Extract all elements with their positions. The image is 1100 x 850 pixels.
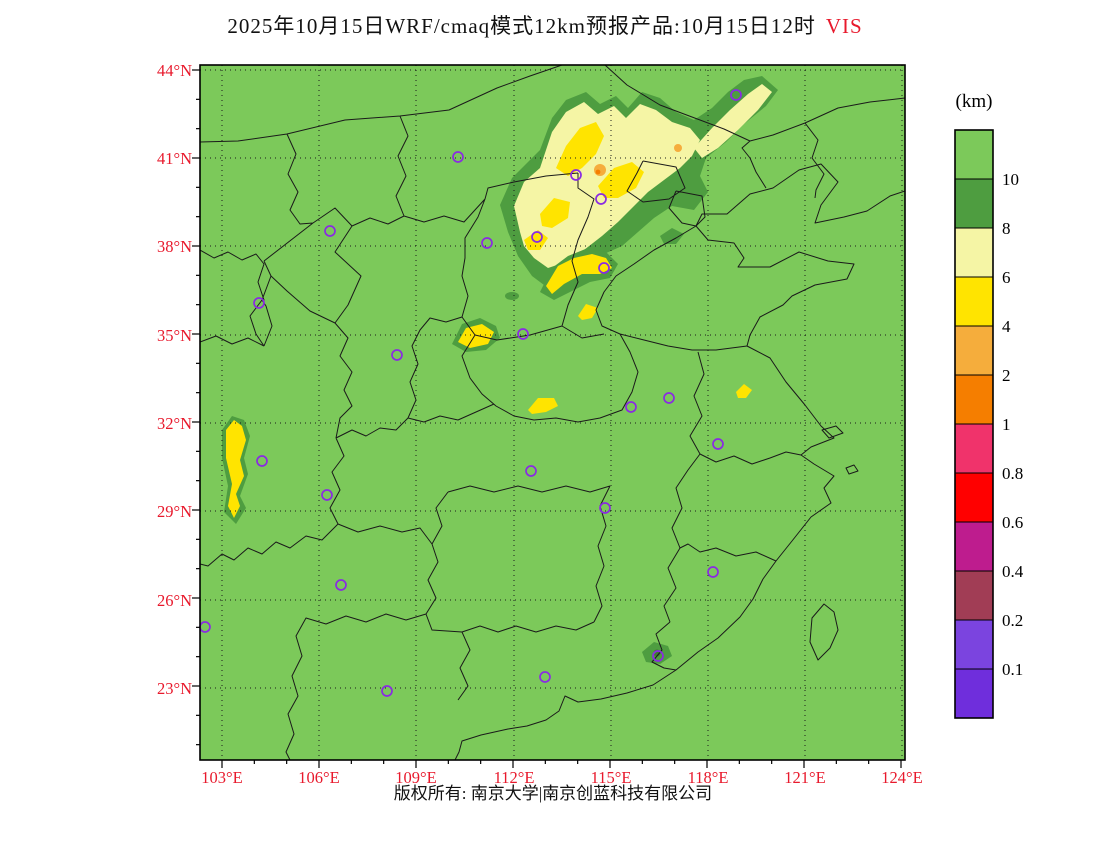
copyright-footer: 版权所有: 南京大学|南京创蓝科技有限公司	[394, 784, 712, 803]
low-vis-patch-green	[505, 292, 519, 300]
colorbar-segment	[954, 521, 994, 572]
colorbar-tick-label: 1	[1002, 415, 1011, 434]
city-marker	[712, 438, 724, 450]
lat-tick-label: 44°N	[157, 61, 192, 80]
lat-tick-label: 29°N	[157, 502, 192, 521]
city-marker	[525, 465, 537, 477]
low-vis-patch-yellow	[528, 398, 558, 414]
city-marker	[539, 671, 551, 683]
lon-tick-label: 109°E	[395, 768, 436, 787]
islands	[809, 425, 859, 661]
city-marker	[599, 502, 611, 514]
city-marker	[595, 193, 607, 205]
colorbar-tick-label: 0.8	[1002, 464, 1023, 483]
title-variable: VIS	[826, 14, 863, 38]
lat-tick-label: 23°N	[157, 679, 192, 698]
colorbar-tick-label: 0.1	[1002, 660, 1023, 679]
low-vis-patch-paleyellow-ne	[694, 84, 772, 158]
low-vis-patch-yellow	[578, 304, 598, 320]
colorbar-segment	[954, 227, 994, 278]
coastline	[454, 163, 905, 760]
page-title: 2025年10月15日WRF/cmaq模式12km预报产品:10月15日12时 V…	[227, 14, 862, 38]
city-marker	[625, 401, 637, 413]
boundaries	[200, 65, 905, 760]
colorbar-tick-label: 0.4	[1002, 562, 1024, 581]
city-marker	[321, 489, 333, 501]
city-marker	[253, 297, 265, 309]
low-vis-patch-yellow	[736, 384, 752, 398]
colorbar-tick-label: 4	[1002, 317, 1011, 336]
city-marker	[730, 89, 742, 101]
lat-tick-label: 41°N	[157, 149, 192, 168]
colorbar-segment	[954, 129, 994, 180]
city-marker	[481, 237, 493, 249]
lat-tick-label: 32°N	[157, 414, 192, 433]
colorbar-frame	[954, 129, 994, 719]
colorbar-segment	[954, 570, 994, 621]
colorbar-segment	[954, 178, 994, 229]
lon-tick-label: 106°E	[298, 768, 339, 787]
city-marker	[452, 151, 464, 163]
city-marker	[570, 169, 582, 181]
colorbar-tick-label: 10	[1002, 170, 1019, 189]
lon-tick-label: 118°E	[688, 768, 729, 787]
lat-tick-label: 26°N	[157, 591, 192, 610]
city-marker	[531, 231, 543, 243]
map-frame	[199, 64, 906, 761]
lon-tick-label: 103°E	[201, 768, 242, 787]
colorbar-tick-label: 2	[1002, 366, 1011, 385]
low-vis-patch-yellow	[458, 324, 494, 348]
title-main: 2025年10月15日WRF/cmaq模式12km预报产品:10月15日12时	[227, 14, 816, 38]
city-marker	[256, 455, 268, 467]
city-marker	[335, 579, 347, 591]
colorbar-unit-label: (km)	[956, 91, 993, 112]
colorbar-segment	[954, 276, 994, 327]
city-marker	[381, 685, 393, 697]
colorbar-tick-label: 0.2	[1002, 611, 1023, 630]
low-vis-patch-amber	[674, 144, 682, 152]
low-vis-patch-yellow-streak	[546, 254, 612, 294]
colorbar-tick-label: 0.6	[1002, 513, 1023, 532]
colorbar-legend: 10 8 6 4 2 1 0.8 0.6 0.4 0.2 0.1	[954, 129, 1024, 719]
colorbar-segment	[954, 619, 994, 670]
low-vis-patch-amber	[594, 164, 606, 176]
lat-tick-label: 38°N	[157, 237, 192, 256]
colorbar-segment	[954, 325, 994, 376]
city-marker	[707, 566, 719, 578]
low-vis-patch-yellow-westedge	[226, 420, 246, 518]
low-vis-patch-yellow	[556, 122, 604, 176]
city-marker	[517, 328, 529, 340]
colorbar-segment	[954, 423, 994, 474]
lon-tick-label: 124°E	[881, 768, 922, 787]
colorbar-tick-label: 6	[1002, 268, 1011, 287]
city-marker	[598, 262, 610, 274]
axis-labels: 44°N 41°N 38°N 35°N 32°N 29°N 26°N 23°N 103°E 106…	[157, 61, 923, 787]
low-vis-patch-orange	[595, 169, 601, 175]
colorbar-segment	[954, 472, 994, 523]
lon-tick-label: 115°E	[591, 768, 632, 787]
city-marker	[663, 392, 675, 404]
city-marker	[324, 225, 336, 237]
province-boundaries	[200, 65, 905, 760]
city-marker	[652, 650, 664, 662]
low-vis-patch-green	[660, 228, 684, 244]
low-vis-patch-yellow	[598, 162, 644, 198]
colorbar-tick-label: 8	[1002, 219, 1011, 238]
colorbar-segment	[954, 374, 994, 425]
colorbar-segment	[954, 668, 994, 719]
low-vis-patch-yellow	[540, 198, 570, 228]
lon-tick-label: 112°E	[494, 768, 535, 787]
lat-tick-label: 35°N	[157, 326, 192, 345]
lon-tick-label: 121°E	[784, 768, 825, 787]
graticule	[200, 65, 905, 760]
city-marker	[391, 349, 403, 361]
